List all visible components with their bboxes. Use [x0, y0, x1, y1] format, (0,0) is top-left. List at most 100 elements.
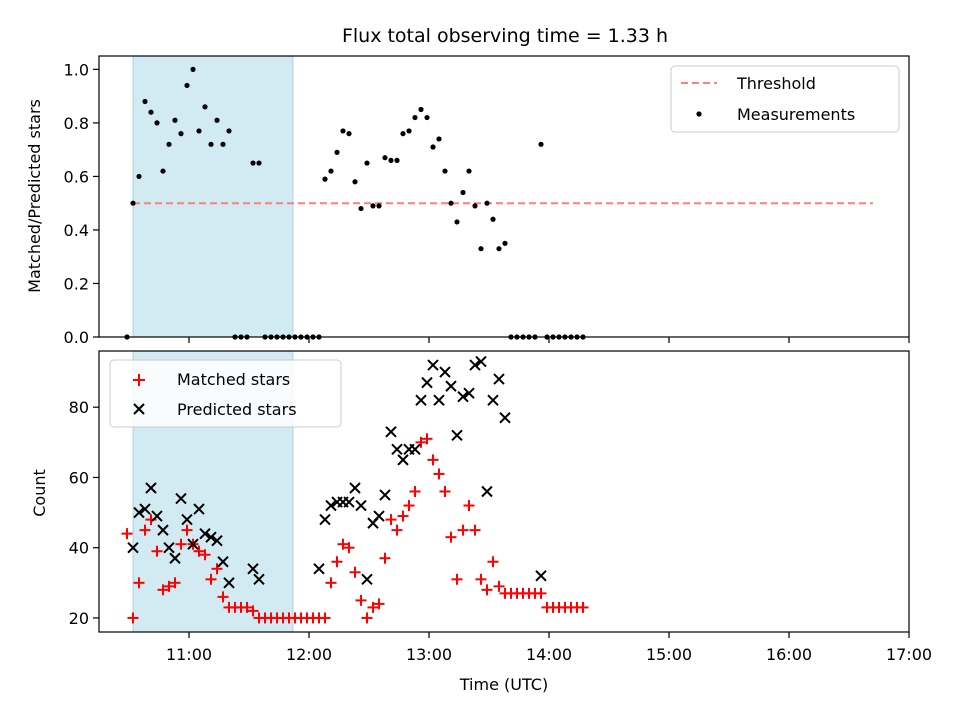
measurement-point: [376, 203, 382, 209]
predicted-star-point: [139, 503, 151, 515]
matched-star-point: [451, 573, 463, 585]
matched-star-point: [409, 486, 421, 497]
x-tick-label: 13:00: [406, 645, 452, 664]
matched-star-point: [133, 577, 145, 589]
bottom-y-tick-label: 60: [69, 468, 89, 487]
legend-measurements-swatch: [696, 111, 702, 117]
x-tick-label: 15:00: [646, 645, 692, 664]
bottom-panel: 20 40 60 80 11:00 12:00 13:00 14:00 15:00 16:00 17…: [30, 350, 932, 694]
matched-star-point: [337, 538, 349, 550]
x-tick-label: 14:00: [526, 645, 572, 664]
predicted-star-point: [487, 394, 499, 406]
top-y-tick-label: 0.4: [64, 221, 89, 240]
matched-star-point: [481, 584, 493, 596]
matched-star-point: [445, 531, 457, 543]
top-y-axis-label: Matched/Predicted stars: [25, 99, 44, 293]
predicted-star-point: [355, 499, 367, 512]
predicted-star-point: [379, 489, 391, 501]
measurement-point: [364, 160, 370, 166]
measurement-point: [340, 128, 346, 134]
measurement-point: [358, 205, 364, 212]
top-highlight-layer: [132, 55, 294, 338]
measurement-point: [412, 114, 418, 121]
predicted-star-point: [199, 527, 211, 540]
predicted-star-point: [175, 492, 187, 505]
measurement-point: [496, 246, 502, 252]
predicted-star-point: [391, 443, 403, 456]
measurement-point: [328, 168, 334, 174]
predicted-star-point: [481, 485, 493, 498]
x-tick-label: 17:00: [886, 645, 932, 664]
measurement-point: [370, 203, 376, 209]
matched-star-point: [469, 524, 481, 536]
measurement-point: [130, 200, 136, 206]
matched-star-point: [325, 577, 337, 589]
top-panel: 0.0 0.2 0.4 0.6 0.8 1.0 Matched/Predicted sta…: [25, 55, 910, 347]
measurement-point: [334, 149, 340, 155]
predicted-star-point: [343, 496, 355, 508]
matched-star-point: [175, 538, 187, 550]
matched-star-point: [193, 545, 205, 557]
measurement-point: [418, 106, 424, 113]
measurement-point: [184, 82, 190, 89]
predicted-star-point: [475, 355, 487, 368]
predicted-star-point: [145, 482, 157, 494]
top-y-tick-label: 0.0: [64, 328, 89, 347]
measurement-point: [406, 128, 412, 134]
bottom-y-tick-label: 40: [69, 539, 89, 558]
predicted-star-point: [163, 541, 175, 554]
predicted-star-point: [151, 510, 163, 522]
predicted-star-point: [319, 513, 331, 526]
measurement-point: [460, 189, 466, 196]
predicted-star-point: [217, 556, 229, 568]
matched-star-point: [415, 436, 427, 448]
measurement-point: [148, 109, 154, 115]
measurement-point: [448, 200, 454, 206]
matched-star-point: [379, 552, 391, 564]
matched-star-point: [199, 549, 211, 561]
predicted-star-point: [415, 394, 427, 406]
matched-star-point: [211, 563, 223, 575]
matched-star-point: [475, 573, 487, 585]
matched-star-point: [493, 580, 505, 592]
matched-star-point: [385, 514, 397, 526]
measurement-point: [388, 157, 394, 163]
predicted-star-point: [457, 390, 469, 403]
predicted-star-point: [373, 510, 385, 522]
top-y-tick-label: 0.6: [64, 167, 89, 186]
predicted-star-point: [193, 503, 205, 515]
top-legend-box: [670, 65, 900, 133]
predicted-star-point: [427, 359, 439, 371]
measurement-point: [250, 160, 256, 166]
measurement-point: [436, 136, 442, 142]
matched-star-point: [373, 598, 385, 610]
predicted-star-point: [535, 570, 547, 582]
measurement-point: [202, 104, 208, 110]
bottom-points-layer: [121, 355, 589, 624]
bottom-legend: Matched stars Predicted stars: [109, 359, 342, 428]
matched-star-point: [421, 433, 433, 445]
measurement-point: [166, 141, 172, 147]
measurement-point: [430, 144, 436, 150]
predicted-star-point: [451, 429, 463, 442]
measurement-point: [142, 98, 148, 105]
legend-matched-swatch: [133, 374, 145, 386]
predicted-star-point: [223, 577, 235, 589]
predicted-star-point: [253, 573, 265, 586]
matched-star-point: [439, 486, 451, 497]
measurement-point: [472, 203, 478, 209]
measurement-point: [178, 131, 184, 137]
predicted-star-point: [325, 499, 337, 512]
measurement-point: [190, 66, 196, 72]
measurement-point: [484, 200, 490, 206]
legend-predicted-label: Predicted stars: [177, 400, 297, 419]
measurement-point: [394, 157, 400, 163]
predicted-star-point: [493, 373, 505, 385]
matched-star-point: [139, 524, 151, 536]
predicted-star-point: [433, 394, 445, 406]
measurement-point: [256, 160, 262, 166]
matched-star-point: [403, 500, 415, 512]
predicted-star-point: [349, 482, 361, 494]
measurement-point: [196, 128, 202, 134]
